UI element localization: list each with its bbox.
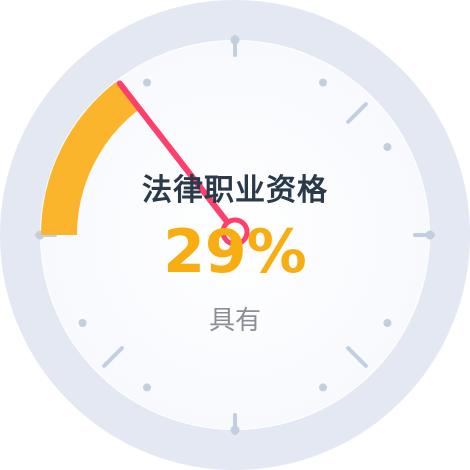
diagonal-tick — [346, 346, 368, 368]
minor-tick-dot — [319, 383, 327, 392]
diagonal-tick — [102, 346, 124, 368]
minor-tick-dot — [319, 78, 327, 87]
minor-tick-dot — [78, 319, 87, 327]
minor-tick-dot — [383, 143, 392, 151]
gauge-needle — [116, 80, 238, 235]
minor-tick-dot — [383, 319, 392, 327]
minor-tick-dot — [143, 78, 151, 87]
tick-dot — [230, 425, 240, 435]
diagonal-tick — [346, 102, 368, 124]
needle-hub — [220, 217, 250, 247]
tick-dot — [425, 230, 435, 240]
tick-dot — [230, 35, 240, 45]
minor-tick-dot — [143, 383, 151, 392]
progress-arc — [41, 81, 139, 236]
